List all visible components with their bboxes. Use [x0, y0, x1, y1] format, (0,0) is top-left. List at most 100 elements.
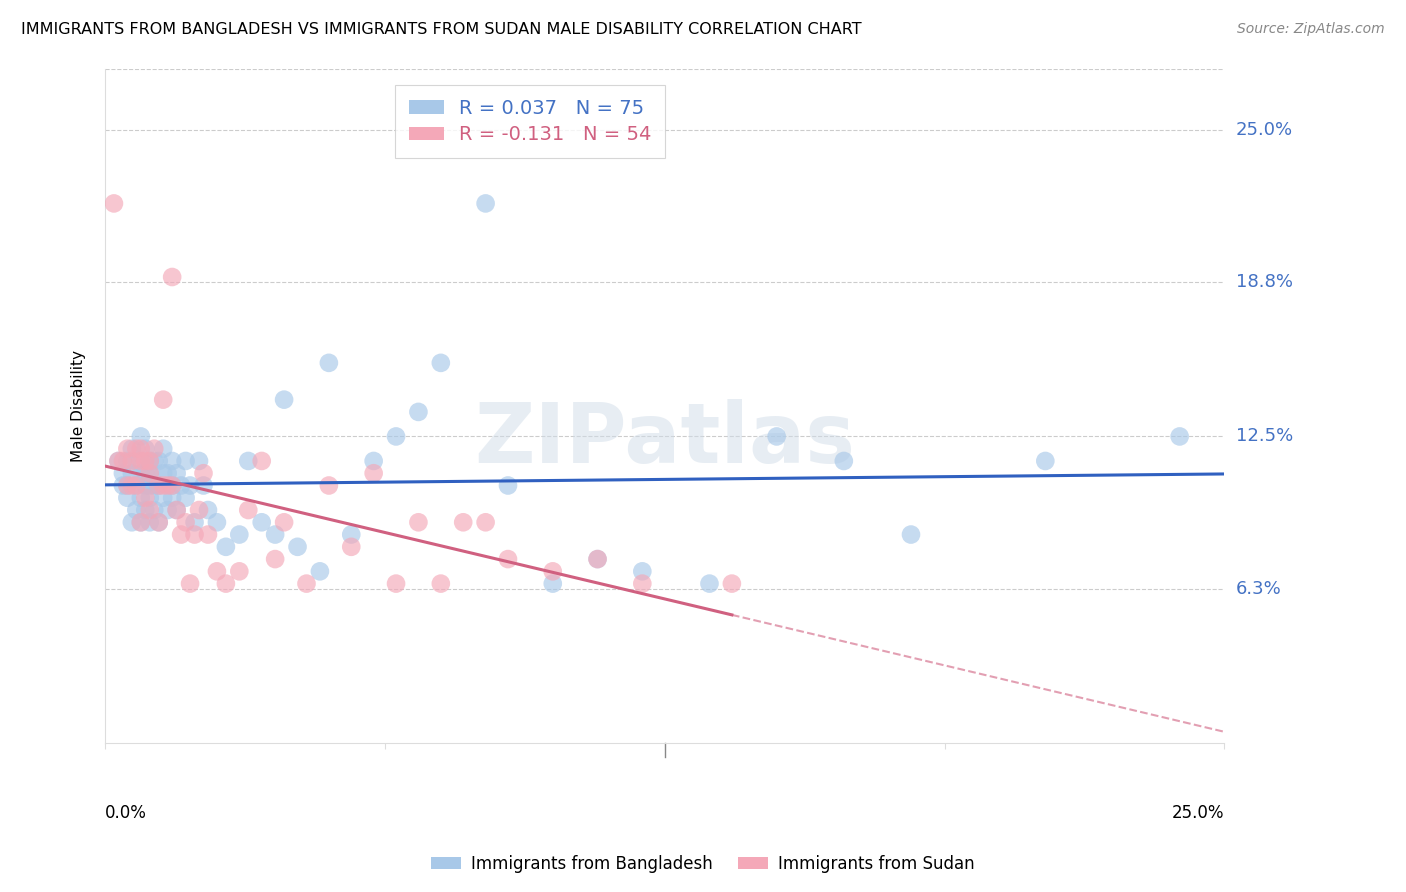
Point — [156, 478, 179, 492]
Point — [1168, 429, 1191, 443]
Text: Source: ZipAtlas.com: Source: ZipAtlas.com — [1237, 22, 1385, 37]
Point — [139, 478, 162, 492]
Point — [264, 552, 287, 566]
Text: 12.5%: 12.5% — [1236, 427, 1294, 445]
Point — [179, 576, 201, 591]
Point — [586, 552, 609, 566]
Point — [699, 576, 721, 591]
Point — [273, 516, 295, 530]
Point — [451, 516, 474, 530]
Point — [273, 392, 295, 407]
Point — [160, 478, 183, 492]
Point — [111, 478, 134, 492]
Point — [134, 442, 156, 456]
Point — [174, 516, 197, 530]
Point — [385, 429, 408, 443]
Point — [107, 454, 129, 468]
Point — [152, 478, 174, 492]
Point — [117, 478, 139, 492]
Point — [340, 540, 363, 554]
Point — [215, 540, 238, 554]
Point — [139, 491, 162, 505]
Point — [408, 405, 430, 419]
Point — [197, 527, 219, 541]
Text: 25.0%: 25.0% — [1173, 805, 1225, 822]
Point — [385, 576, 408, 591]
Point — [117, 442, 139, 456]
Point — [148, 454, 170, 468]
Point — [160, 491, 183, 505]
Point — [430, 576, 453, 591]
Point — [148, 516, 170, 530]
Point — [139, 503, 162, 517]
Text: 25.0%: 25.0% — [1236, 120, 1292, 139]
Point — [166, 503, 188, 517]
Point — [103, 196, 125, 211]
Point — [134, 467, 156, 481]
Point — [117, 478, 139, 492]
Point — [238, 503, 260, 517]
Point — [541, 565, 564, 579]
Point — [496, 478, 519, 492]
Point — [129, 454, 152, 468]
Point — [143, 454, 166, 468]
Point — [166, 467, 188, 481]
Point — [125, 442, 148, 456]
Point — [238, 454, 260, 468]
Point — [215, 576, 238, 591]
Point — [228, 565, 250, 579]
Point — [129, 516, 152, 530]
Text: 0.0%: 0.0% — [105, 805, 146, 822]
Point — [193, 478, 215, 492]
Point — [139, 454, 162, 468]
Point — [160, 454, 183, 468]
Point — [193, 467, 215, 481]
Point — [143, 503, 166, 517]
Point — [107, 454, 129, 468]
Point — [129, 467, 152, 481]
Point — [125, 503, 148, 517]
Point — [134, 478, 156, 492]
Point — [318, 478, 340, 492]
Point — [152, 442, 174, 456]
Point — [179, 478, 201, 492]
Text: ZIPatlas: ZIPatlas — [474, 399, 855, 480]
Point — [721, 576, 744, 591]
Point — [129, 491, 152, 505]
Point — [160, 270, 183, 285]
Point — [174, 491, 197, 505]
Point — [139, 467, 162, 481]
Point — [408, 516, 430, 530]
Point — [148, 516, 170, 530]
Text: 18.8%: 18.8% — [1236, 273, 1292, 291]
Point — [160, 478, 183, 492]
Point — [363, 467, 385, 481]
Point — [631, 565, 654, 579]
Point — [111, 467, 134, 481]
Point — [474, 196, 496, 211]
Point — [152, 467, 174, 481]
Point — [139, 467, 162, 481]
Point — [832, 454, 855, 468]
Point — [586, 552, 609, 566]
Point — [129, 429, 152, 443]
Point — [117, 454, 139, 468]
Point — [309, 565, 332, 579]
Point — [129, 516, 152, 530]
Point — [117, 491, 139, 505]
Point — [143, 478, 166, 492]
Point — [318, 356, 340, 370]
Point — [134, 491, 156, 505]
Point — [121, 516, 143, 530]
Point — [250, 454, 273, 468]
Point — [156, 467, 179, 481]
Point — [125, 478, 148, 492]
Point — [765, 429, 787, 443]
Point — [148, 478, 170, 492]
Point — [264, 527, 287, 541]
Point — [139, 454, 162, 468]
Point — [363, 454, 385, 468]
Point — [474, 516, 496, 530]
Point — [188, 454, 211, 468]
Point — [129, 442, 152, 456]
